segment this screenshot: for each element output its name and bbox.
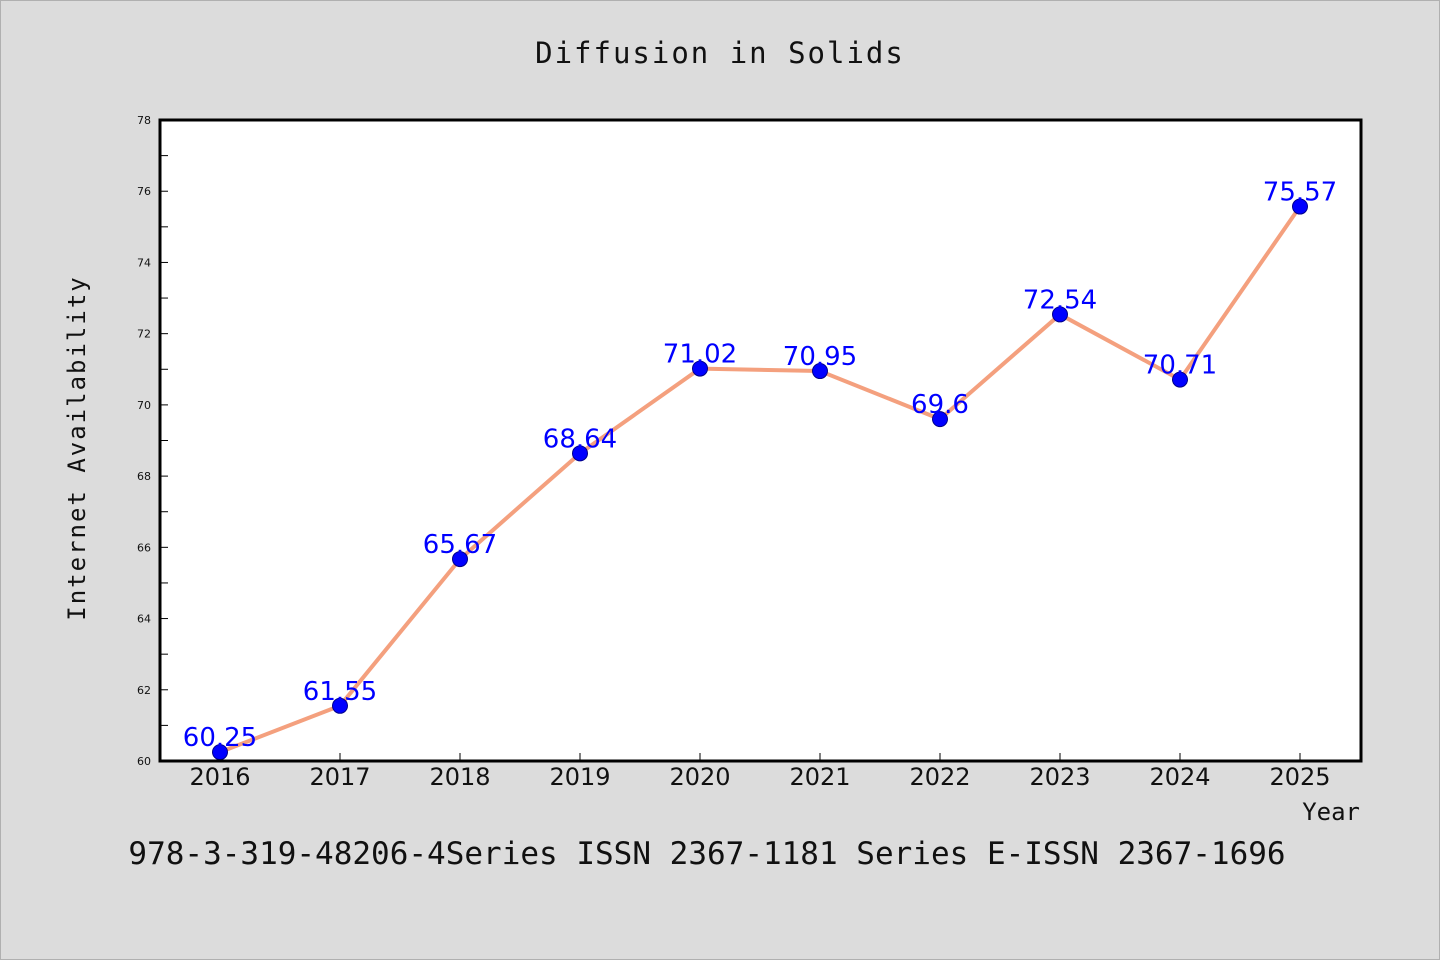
x-tick-label: 2024 [1149, 763, 1210, 791]
data-point [452, 551, 468, 568]
data-labels: 60.25 61.55 65.67 68.64 71.02 70.95 69.6 72.54 7… [183, 178, 1337, 754]
data-point [1052, 306, 1068, 323]
y-tick-label: 78 [137, 114, 151, 127]
y-tick-label: 60 [137, 755, 151, 768]
x-axis-label: Year [1302, 798, 1360, 826]
data-point [332, 697, 348, 714]
series-line [219, 205, 1302, 754]
x-tick-label: 2025 [1269, 763, 1330, 791]
data-label: 68.64 [543, 424, 617, 454]
plot-border [158, 118, 1363, 763]
x-tick-label: 2023 [1029, 763, 1090, 791]
x-tick-label: 2020 [669, 763, 730, 791]
y-axis-label: Internet Availability [63, 275, 91, 620]
data-points [212, 198, 1308, 761]
x-tick-label: 2021 [789, 763, 850, 791]
y-tick-label: 66 [137, 541, 151, 554]
data-point [932, 411, 948, 428]
x-tick-label: 2017 [309, 763, 370, 791]
data-label: 70.95 [783, 342, 857, 372]
chart-title: Diffusion in Solids [535, 36, 905, 70]
y-tick-label: 68 [137, 470, 151, 483]
data-label: 60.25 [183, 723, 257, 753]
data-label: 72.54 [1023, 285, 1097, 315]
data-point [812, 363, 828, 380]
data-label: 70.71 [1143, 351, 1217, 381]
data-label: 75.57 [1263, 178, 1337, 208]
y-tick-label: 74 [137, 256, 151, 269]
x-tick-label: 2016 [189, 763, 250, 791]
y-tick-label: 76 [137, 185, 151, 198]
data-label: 69.6 [911, 390, 969, 420]
data-point [1292, 198, 1308, 215]
data-label: 65.67 [423, 530, 497, 560]
x-tick-label: 2019 [549, 763, 610, 791]
plot-area [160, 120, 1361, 761]
data-point [1172, 371, 1188, 388]
data-point [692, 360, 708, 377]
x-tick-label: 2018 [429, 763, 490, 791]
isbn-footer-text: 978-3-319-48206-4Series ISSN 2367-1181 S… [128, 836, 1285, 872]
x-tick-label: 2022 [909, 763, 970, 791]
y-tick-label: 72 [137, 328, 151, 341]
data-point [572, 445, 588, 462]
data-label: 71.02 [663, 340, 737, 370]
data-label: 61.55 [303, 677, 377, 707]
y-tick-label: 70 [137, 399, 151, 412]
y-tick-label: 64 [137, 613, 151, 626]
series-line-layer [219, 205, 1302, 754]
y-tick-label: 62 [137, 684, 151, 697]
